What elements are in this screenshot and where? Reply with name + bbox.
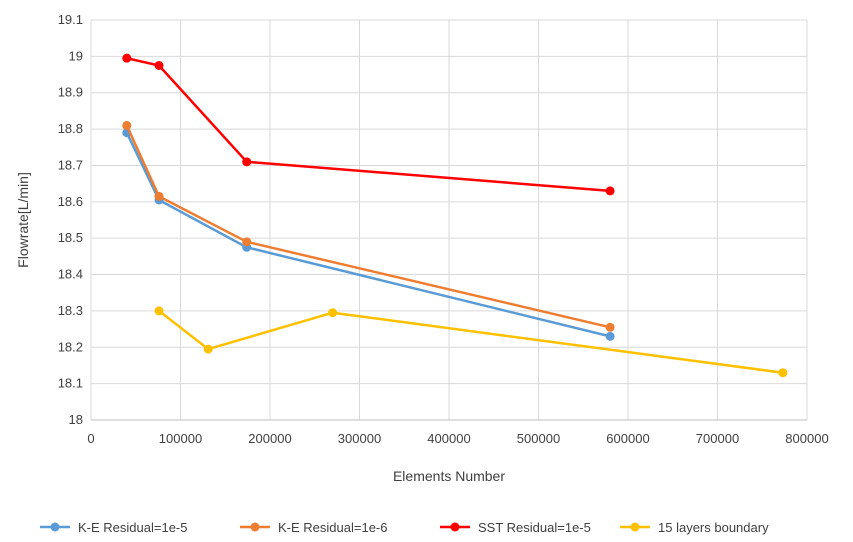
legend-item: K-E Residual=1e-6 xyxy=(240,520,387,535)
data-point xyxy=(122,120,132,130)
data-point xyxy=(154,306,164,316)
series-line xyxy=(126,56,611,193)
y-tick-label: 18 xyxy=(69,412,83,427)
y-tick-label: 18.3 xyxy=(58,303,83,318)
data-point xyxy=(605,331,615,341)
legend-label: K-E Residual=1e-6 xyxy=(278,520,387,535)
legend-item: K-E Residual=1e-5 xyxy=(40,520,187,535)
legend: K-E Residual=1e-5 K-E Residual=1e-6 SST Re… xyxy=(40,520,769,535)
y-tick-label: 18.6 xyxy=(58,194,83,209)
series-group xyxy=(122,53,788,378)
x-tick-label: 0 xyxy=(87,431,94,446)
data-point xyxy=(242,237,252,247)
y-axis-ticks: 18 18.1 18.2 18.3 18.4 18.5 18.6 18.7 18.8 18.9 19… xyxy=(58,12,83,427)
legend-swatch-marker xyxy=(630,522,640,532)
y-tick-label: 18.8 xyxy=(58,121,83,136)
data-point xyxy=(203,344,213,354)
series-1 xyxy=(122,128,615,341)
data-point xyxy=(242,157,252,167)
x-tick-label: 800000 xyxy=(785,431,828,446)
series-line xyxy=(125,132,611,338)
y-tick-label: 18.7 xyxy=(58,157,83,172)
legend-item: 15 layers boundary xyxy=(620,520,769,535)
x-tick-label: 400000 xyxy=(427,431,470,446)
y-tick-label: 18.9 xyxy=(58,85,83,100)
x-tick-label: 100000 xyxy=(159,431,202,446)
y-tick-label: 18.5 xyxy=(58,230,83,245)
series-line xyxy=(125,124,611,329)
y-axis-title: Flowrate[L/min] xyxy=(15,172,31,268)
data-point xyxy=(605,186,615,196)
y-tick-label: 18.2 xyxy=(58,339,83,354)
x-tick-label: 500000 xyxy=(517,431,560,446)
series-4 xyxy=(154,306,788,378)
data-point xyxy=(154,191,164,201)
legend-label: K-E Residual=1e-5 xyxy=(78,520,187,535)
x-tick-label: 600000 xyxy=(606,431,649,446)
legend-swatch-marker xyxy=(250,522,260,532)
x-tick-label: 700000 xyxy=(696,431,739,446)
y-tick-label: 19 xyxy=(69,48,83,63)
x-tick-label: 300000 xyxy=(338,431,381,446)
x-axis-title: Elements Number xyxy=(393,468,505,484)
series-2 xyxy=(122,120,615,332)
data-point xyxy=(605,322,615,332)
legend-swatch-marker xyxy=(450,522,460,532)
gridlines xyxy=(90,19,808,421)
series-line xyxy=(158,309,783,374)
series-3 xyxy=(122,53,615,196)
legend-swatch-marker xyxy=(50,522,60,532)
y-tick-label: 19.1 xyxy=(58,12,83,27)
y-tick-label: 18.1 xyxy=(58,376,83,391)
data-point xyxy=(122,53,132,63)
x-tick-label: 200000 xyxy=(248,431,291,446)
y-tick-label: 18.4 xyxy=(58,267,83,282)
data-point xyxy=(154,60,164,70)
legend-label: SST Residual=1e-5 xyxy=(478,520,591,535)
legend-label: 15 layers boundary xyxy=(658,520,769,535)
legend-item: SST Residual=1e-5 xyxy=(440,520,591,535)
data-point xyxy=(328,308,338,318)
x-axis-ticks: 0 100000 200000 300000 400000 500000 600000 700… xyxy=(87,431,828,446)
data-point xyxy=(778,368,788,378)
